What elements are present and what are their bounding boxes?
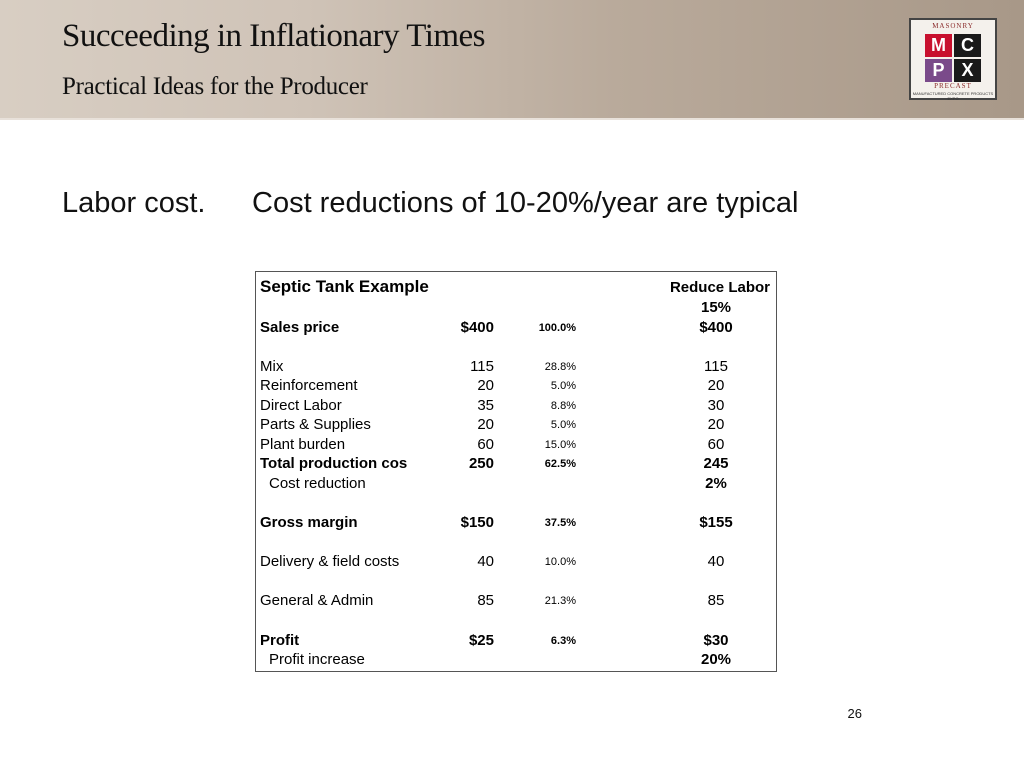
row-scenario-value: $30 [703,632,729,649]
row-percent: 6.3% [550,635,576,647]
banner-divider [0,118,1024,120]
row-percent: 10.0% [544,556,576,568]
row-value: 20 [477,377,494,394]
row-label: Direct Labor [260,397,342,414]
row-scenario-value: 245 [703,455,729,472]
title-banner [0,0,1024,118]
row-label: Cost reduction [269,475,366,492]
row-value: 85 [477,592,494,609]
row-scenario-value: 85 [707,592,725,609]
row-percent: 28.8% [544,361,576,373]
row-label: Profit [260,632,300,649]
row-scenario-value: 60 [707,436,725,453]
row-value: 60 [477,436,494,453]
slide-subtitle: Practical Ideas for the Producer [62,73,368,100]
row-percent: 62.5% [544,458,576,470]
row-label: Sales price [260,319,340,336]
row-percent: 100.0% [538,322,576,334]
row-label: General & Admin [260,592,374,609]
row-value: $25 [468,632,494,649]
logo-top-text: MASONRY [932,22,974,30]
logo-cell-x: X [954,59,981,82]
page-number: 26 [847,706,862,721]
row-percent: 8.8% [550,400,576,412]
row-label: Reinforcement [260,377,358,394]
row-value: $400 [460,319,494,336]
row-value: 35 [477,397,494,414]
row-percent: 21.3% [544,595,576,607]
row-value: 40 [477,553,494,570]
row-scenario-value: 20 [707,377,725,394]
mcpx-logo: MASONRY M C P X PRECAST MANUFACTURED CON… [909,18,997,101]
row-value: 115 [470,358,494,375]
row-scenario-value: $155 [699,514,733,531]
row-scenario-value: 2% [705,475,727,492]
row-value: 20 [477,416,494,433]
row-scenario-value: 30 [707,397,725,414]
table-title: Septic Tank Example [260,277,429,296]
row-percent: 37.5% [544,517,576,529]
logo-cell-p: P [925,59,952,82]
septic-tank-table: Septic Tank Example Reduce Labor 15% Sal… [255,271,777,672]
logo-foot-text: MANUFACTURED CONCRETE PRODUCTS EXPO [912,91,994,101]
logo-cell-c: C [954,34,981,57]
row-label: Delivery & field costs [260,553,400,570]
heading-labor-cost: Labor cost. [62,187,206,219]
logo-letter-grid: M C P X [925,34,981,82]
logo-bottom-text: PRECAST [934,82,972,90]
row-scenario-value: 20 [707,416,725,433]
slide-title: Succeeding in Inflationary Times [62,18,486,54]
row-percent: 5.0% [550,380,576,392]
row-label: Parts & Supplies [260,416,371,433]
heading-cost-reductions: Cost reductions of 10-20%/year are typic… [252,187,799,219]
row-value: 250 [468,455,494,472]
scenario-header-percent: 15% [700,299,732,316]
row-value: $150 [460,514,494,531]
scenario-header: Reduce Labor [669,279,770,296]
row-scenario-value: 115 [704,358,728,375]
row-label: Mix [260,358,284,375]
row-label: Profit increase [269,651,365,668]
row-scenario-value: 20% [700,651,732,668]
row-label: Gross margin [260,514,358,531]
row-percent: 5.0% [550,419,576,431]
logo-cell-m: M [925,34,952,57]
row-percent: 15.0% [544,439,576,451]
row-scenario-value: 40 [707,553,725,570]
row-label: Total production cos [260,455,408,472]
row-scenario-value: $400 [699,319,733,336]
row-label: Plant burden [260,436,346,453]
